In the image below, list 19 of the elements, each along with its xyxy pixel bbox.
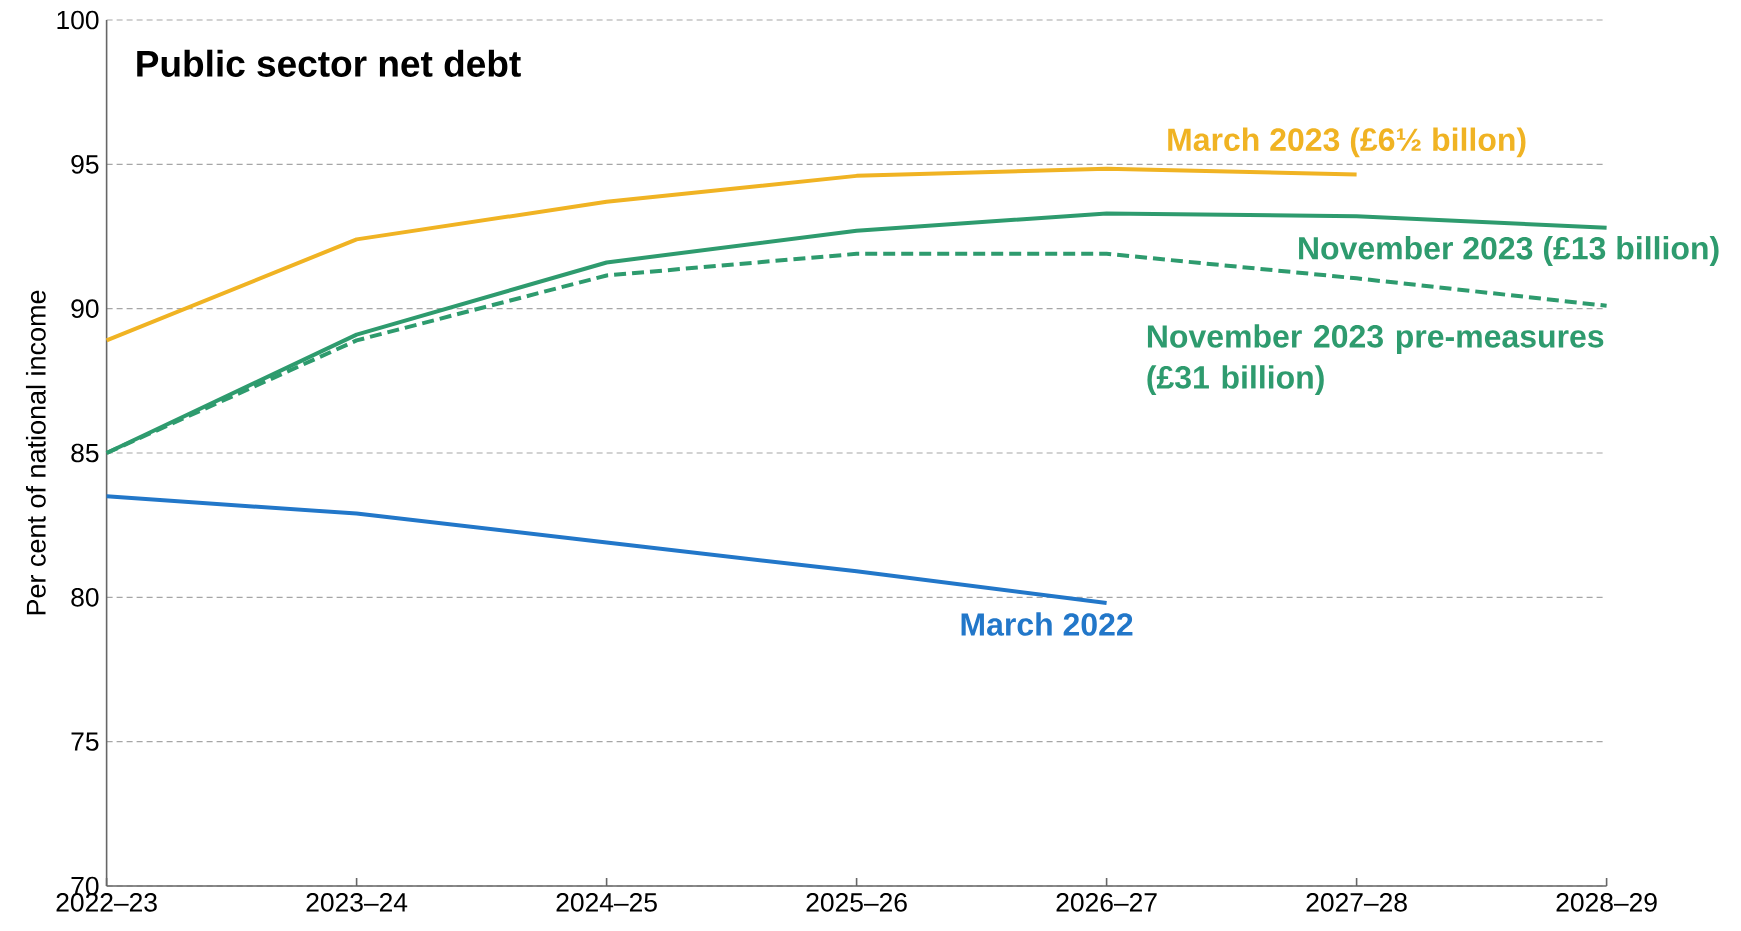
y-tick-label: 95 [71,154,99,174]
x-tick-label: 2028–29 [1556,893,1657,912]
y-tick-label: 100 [57,10,99,30]
line-series [104,494,1109,606]
series-label: March 2022 [961,612,1133,636]
series-label: November 2023 pre-measures (£31 billion) [1147,324,1604,396]
x-tick-label: 2024–25 [556,893,657,912]
y-tick-label: 90 [71,299,99,318]
text: Public sector net debt [137,49,521,77]
x-tick-label: 2023–24 [306,893,408,912]
y-tick-label: 80 [71,587,99,607]
x-tick-label: 2025–26 [806,893,907,912]
x-tick-label: 2026–27 [1056,893,1157,912]
x-tick-label: 2027–28 [1306,893,1407,912]
y-tick-label: 85 [71,443,99,463]
y-tick-label: 75 [71,732,99,751]
series-label: March 2023 (£6½ billon) [1168,127,1526,158]
series-label: November 2023 (£13 billion) [1299,236,1719,266]
y-axis-title: Per cent of national income [25,290,46,615]
